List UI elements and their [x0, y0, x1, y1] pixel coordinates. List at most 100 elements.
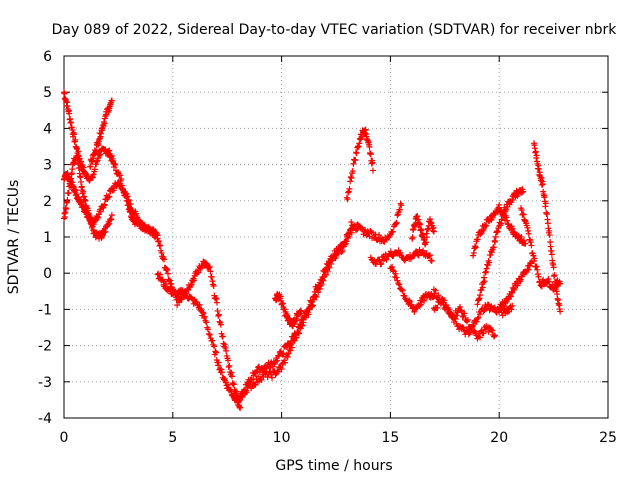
data-point [492, 233, 499, 240]
data-point [511, 286, 518, 293]
data-point [484, 301, 491, 308]
data-point [155, 238, 162, 245]
data-point [345, 189, 352, 196]
data-point [157, 271, 164, 278]
y-tick-label: -2 [38, 339, 52, 355]
data-point [535, 273, 542, 280]
data-point [528, 242, 535, 249]
data-point [330, 253, 337, 260]
data-point [524, 224, 531, 231]
chart-title: Day 089 of 2022, Sidereal Day-to-day VTE… [52, 22, 618, 38]
data-point [274, 357, 281, 364]
y-tick-label: -1 [38, 302, 52, 318]
data-point [477, 311, 484, 318]
data-point [293, 334, 300, 341]
data-point [344, 234, 351, 241]
data-point [475, 296, 482, 303]
data-point [302, 312, 309, 319]
data-point [280, 350, 287, 357]
data-point [95, 214, 102, 221]
data-point [274, 367, 281, 374]
data-point [299, 322, 306, 329]
data-point [225, 357, 232, 364]
data-point [350, 160, 357, 167]
data-point [291, 337, 298, 344]
series-trace-h [235, 225, 355, 405]
data-point [545, 275, 552, 282]
data-point [353, 150, 360, 157]
data-point [502, 299, 509, 306]
data-point [146, 224, 153, 231]
data-point [475, 314, 482, 321]
data-point [489, 327, 496, 334]
data-point [279, 360, 286, 367]
data-point [108, 97, 115, 104]
data-point [203, 319, 210, 326]
data-point [301, 312, 308, 319]
data-point [431, 290, 438, 297]
data-point [205, 330, 212, 337]
series-trace-t [531, 140, 564, 315]
data-point [427, 252, 434, 259]
data-point [298, 308, 305, 315]
data-point [480, 308, 487, 315]
series-trace-p [430, 296, 498, 342]
data-point [491, 332, 498, 339]
series-trace-u [496, 258, 535, 311]
data-point [293, 315, 300, 322]
data-point [371, 257, 378, 264]
data-point [504, 217, 511, 224]
data-point [168, 280, 175, 287]
y-tick-label: 3 [43, 158, 52, 174]
data-point [441, 297, 448, 304]
data-point [534, 266, 541, 273]
data-point [76, 164, 83, 171]
data-point [248, 376, 255, 383]
y-tick-label: -3 [38, 375, 52, 391]
data-point [210, 281, 217, 288]
data-point [399, 287, 406, 294]
series-trace-m [387, 263, 437, 315]
data-point [464, 316, 471, 323]
data-point [528, 258, 535, 265]
data-point [398, 202, 405, 209]
data-point [97, 208, 104, 215]
data-point [106, 193, 113, 200]
data-point [275, 353, 282, 360]
data-point [435, 292, 442, 299]
data-point [96, 152, 103, 159]
x-tick-label: 10 [273, 430, 291, 446]
data-point [470, 249, 477, 256]
data-point [375, 256, 382, 263]
data-point [374, 237, 381, 244]
data-point [445, 306, 452, 313]
data-point [200, 310, 207, 317]
data-point [319, 274, 326, 281]
data-point [393, 219, 400, 226]
data-point [423, 239, 430, 246]
data-point [77, 178, 84, 185]
data-point [318, 276, 325, 283]
data-point [546, 278, 553, 285]
data-point [225, 364, 232, 371]
data-point [509, 196, 516, 203]
data-point [284, 312, 291, 319]
data-point [497, 220, 504, 227]
y-tick-labels: -4 -3 -2 -1 0 1 2 3 4 5 6 [38, 49, 52, 427]
data-point [356, 140, 363, 147]
series-trace-i [272, 290, 305, 330]
data-point [309, 294, 316, 301]
data-point [196, 302, 203, 309]
data-point [469, 323, 476, 330]
data-point [209, 337, 216, 344]
data-point [215, 359, 222, 366]
data-point [149, 225, 156, 232]
data-point [187, 282, 194, 289]
data-point [326, 264, 333, 271]
data-point [215, 312, 222, 319]
data-point [72, 136, 79, 143]
x-tick-label: 20 [490, 430, 508, 446]
data-point [344, 196, 351, 203]
data-point [106, 220, 113, 227]
series-trace-l [367, 246, 435, 268]
